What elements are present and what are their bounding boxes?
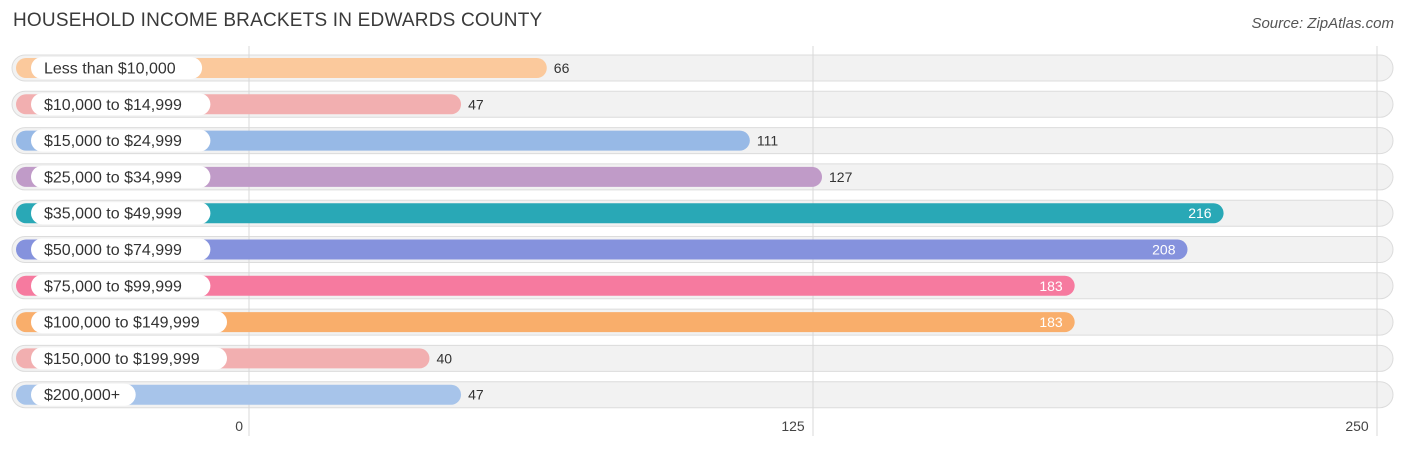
category-pill xyxy=(31,165,211,188)
value-label: 40 xyxy=(436,350,452,366)
category-label: $150,000 to $199,999 xyxy=(44,351,200,368)
value-label: 127 xyxy=(829,169,853,185)
category-label: Less than $10,000 xyxy=(44,61,176,78)
value-label: 183 xyxy=(1039,278,1063,294)
category-pill xyxy=(31,311,227,334)
bar xyxy=(16,312,1075,333)
bar xyxy=(16,275,1075,296)
bar xyxy=(16,239,1188,260)
value-label: 208 xyxy=(1152,242,1176,258)
category-pill xyxy=(31,129,211,152)
category-label: $100,000 to $149,999 xyxy=(44,315,200,332)
category-pill xyxy=(31,202,211,225)
category-label: $15,000 to $24,999 xyxy=(44,133,182,150)
category-pill xyxy=(31,57,203,79)
category-label: $25,000 to $34,999 xyxy=(44,169,182,186)
category-label: $75,000 to $99,999 xyxy=(44,278,182,295)
category-label: $35,000 to $49,999 xyxy=(44,206,182,223)
category-pill xyxy=(31,274,211,297)
x-axis-ticks: 0 125 250 xyxy=(235,418,1369,434)
x-tick-label: 250 xyxy=(1345,418,1369,434)
chart-source: Source: ZipAtlas.com xyxy=(1251,15,1394,32)
bars-layer: Less than $10,000 66 $10,000 to $14,999 47 $… xyxy=(16,57,1224,406)
category-label: $200,000+ xyxy=(44,387,120,404)
value-label: 111 xyxy=(757,133,778,149)
category-label: $10,000 to $14,999 xyxy=(44,97,182,114)
category-pill xyxy=(31,347,227,370)
bar xyxy=(16,166,823,187)
value-label: 216 xyxy=(1188,205,1212,221)
value-label: 47 xyxy=(468,96,484,112)
bar xyxy=(16,203,1224,224)
value-label: 47 xyxy=(468,387,484,403)
category-pill xyxy=(31,93,211,116)
category-label: $50,000 to $74,999 xyxy=(44,242,182,259)
x-tick-label: 0 xyxy=(235,418,243,434)
category-pill xyxy=(31,238,211,261)
chart-title: HOUSEHOLD INCOME BRACKETS IN EDWARDS COU… xyxy=(13,10,543,31)
x-tick-label: 125 xyxy=(781,418,805,434)
category-pill xyxy=(31,383,136,406)
value-label: 66 xyxy=(554,60,570,76)
value-label: 183 xyxy=(1039,314,1063,330)
